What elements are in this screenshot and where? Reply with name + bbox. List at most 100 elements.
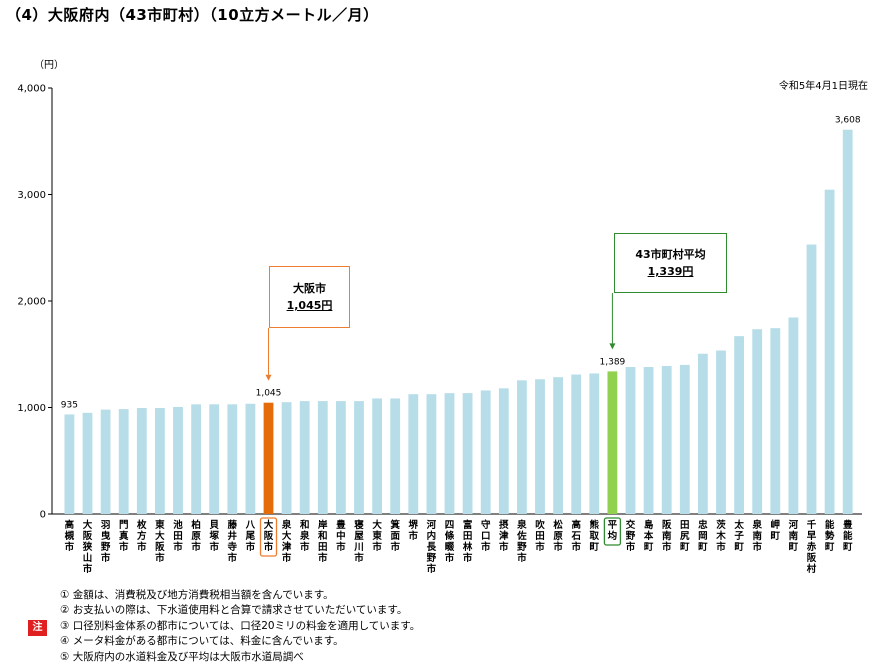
bar bbox=[806, 244, 817, 514]
x-category-char: 井 bbox=[228, 530, 238, 542]
bar bbox=[770, 328, 781, 514]
x-category-char: 市 bbox=[83, 563, 93, 575]
callout-arrows bbox=[265, 293, 616, 381]
x-category-char: 野 bbox=[626, 531, 636, 542]
x-category-highlight-box bbox=[603, 517, 622, 546]
x-category-char: 取 bbox=[590, 531, 600, 542]
x-category-char: 東 bbox=[154, 519, 165, 531]
x-category-label: 和泉市 bbox=[299, 519, 310, 553]
x-category-label: 豊中市 bbox=[336, 519, 346, 553]
x-category-char: 市 bbox=[390, 541, 400, 553]
note-item: ④ メータ料金がある都市については、料金に含んでいます。 bbox=[60, 635, 344, 648]
x-category-char: 高 bbox=[65, 519, 75, 531]
x-category-char: 市 bbox=[662, 541, 672, 553]
bar bbox=[136, 408, 147, 514]
x-category-char: 内 bbox=[427, 530, 437, 542]
x-category-char: 阪 bbox=[264, 530, 274, 542]
x-category-char: 太 bbox=[734, 519, 744, 531]
x-category-char: 市 bbox=[119, 541, 129, 553]
x-category-char: 市 bbox=[752, 541, 762, 553]
x-category-char: 和 bbox=[317, 530, 328, 542]
x-category-char: 大 bbox=[83, 519, 93, 531]
x-category-char: 町 bbox=[680, 542, 690, 553]
x-category-label: 能勢町 bbox=[825, 519, 835, 553]
bar bbox=[643, 367, 654, 514]
bar bbox=[263, 402, 274, 514]
x-category-char: 本 bbox=[644, 530, 654, 542]
x-category-char: 南 bbox=[752, 530, 762, 542]
x-category-char: 市 bbox=[499, 541, 509, 553]
x-category-char: 泉 bbox=[281, 519, 292, 531]
bar bbox=[408, 394, 419, 514]
x-category-label: 八尾市 bbox=[245, 520, 256, 553]
x-category-char: 塚 bbox=[209, 530, 219, 542]
bar bbox=[426, 394, 437, 514]
bar bbox=[82, 412, 93, 514]
osaka-callout-name: 大阪市 bbox=[293, 282, 326, 295]
x-category-label: 池田市 bbox=[173, 519, 183, 553]
osaka-callout-value: 1,045円 bbox=[286, 299, 333, 312]
x-category-char: 茨 bbox=[716, 519, 726, 531]
bar bbox=[209, 404, 220, 514]
x-category-char: 泉 bbox=[299, 530, 310, 542]
data-label: 1,045 bbox=[256, 389, 282, 399]
x-category-char: 市 bbox=[155, 552, 165, 564]
x-category-char: 真 bbox=[119, 530, 129, 542]
x-category-char: 佐 bbox=[516, 530, 527, 542]
callout-arrow-head bbox=[265, 374, 272, 381]
x-category-label: 忠岡町 bbox=[698, 519, 708, 553]
x-category-char: 曳 bbox=[101, 530, 111, 542]
bar bbox=[155, 408, 165, 514]
osaka-callout: 大阪市 1,045円 bbox=[269, 266, 350, 328]
x-category-label: 茨木市 bbox=[715, 519, 726, 553]
x-category-label: 高槻市 bbox=[65, 519, 75, 553]
x-category-char: 市 bbox=[481, 541, 491, 553]
bar bbox=[698, 353, 708, 514]
x-category-char: 松 bbox=[553, 519, 563, 531]
x-category-char: 守 bbox=[481, 519, 491, 531]
x-category-char: 能 bbox=[843, 530, 853, 542]
x-category-char: 藤 bbox=[228, 519, 238, 531]
x-category-char: 四 bbox=[445, 520, 455, 531]
y-tick-label: 1,000 bbox=[17, 403, 46, 414]
x-category-char: 市 bbox=[517, 552, 527, 564]
bars bbox=[64, 129, 853, 515]
x-category-char: 原 bbox=[191, 531, 201, 542]
x-category-char: 市 bbox=[209, 541, 219, 553]
note-item: ⑤ 大阪府内の水道料金及び平均は大阪市水道局調べ bbox=[60, 650, 304, 663]
x-category-char: 市 bbox=[626, 541, 636, 553]
x-category-char: 市 bbox=[535, 541, 545, 553]
x-category-char: 尾 bbox=[245, 531, 256, 542]
x-category-char: 島 bbox=[644, 519, 654, 531]
x-category-char: 吹 bbox=[535, 519, 545, 531]
x-category-char: 津 bbox=[499, 530, 509, 542]
bar bbox=[679, 364, 690, 514]
x-category-char: 豊 bbox=[336, 519, 346, 531]
x-category-label: 阪南市 bbox=[662, 519, 672, 553]
x-category-char: 高 bbox=[571, 519, 581, 531]
x-category-label: 田尻町 bbox=[680, 520, 690, 553]
x-category-label: 河南町 bbox=[789, 519, 799, 553]
bar bbox=[842, 129, 853, 515]
bar bbox=[716, 350, 726, 514]
note-item: ② お支払いの際は、下水道使用料と合算で請求させていただいています。 bbox=[60, 604, 408, 617]
x-category-char: 阪 bbox=[662, 519, 672, 531]
x-category-label: 守口市 bbox=[481, 519, 491, 553]
x-category-char: 市 bbox=[463, 552, 473, 564]
x-category-char: 方 bbox=[137, 530, 147, 542]
note-item: ① 金額は、消費税及び地方消費税相当額を含んでいます。 bbox=[60, 589, 334, 601]
bar bbox=[336, 401, 346, 514]
x-category-char: 市 bbox=[101, 552, 111, 564]
x-category-char: 町 bbox=[825, 542, 835, 553]
x-category-labels: 高槻市大阪狭山市羽曳野市門真市枚方市東大阪市池田市柏原市貝塚市藤井寺市八尾市大阪… bbox=[65, 517, 853, 575]
x-category-char: 和 bbox=[299, 519, 310, 531]
x-category-char: 市 bbox=[246, 541, 256, 553]
bar bbox=[227, 404, 238, 514]
x-category-char: 摂 bbox=[499, 519, 509, 531]
y-tick-label: 3,000 bbox=[17, 190, 46, 201]
y-axis: 0 1,000 2,000 3,000 4,000 bbox=[17, 84, 862, 521]
